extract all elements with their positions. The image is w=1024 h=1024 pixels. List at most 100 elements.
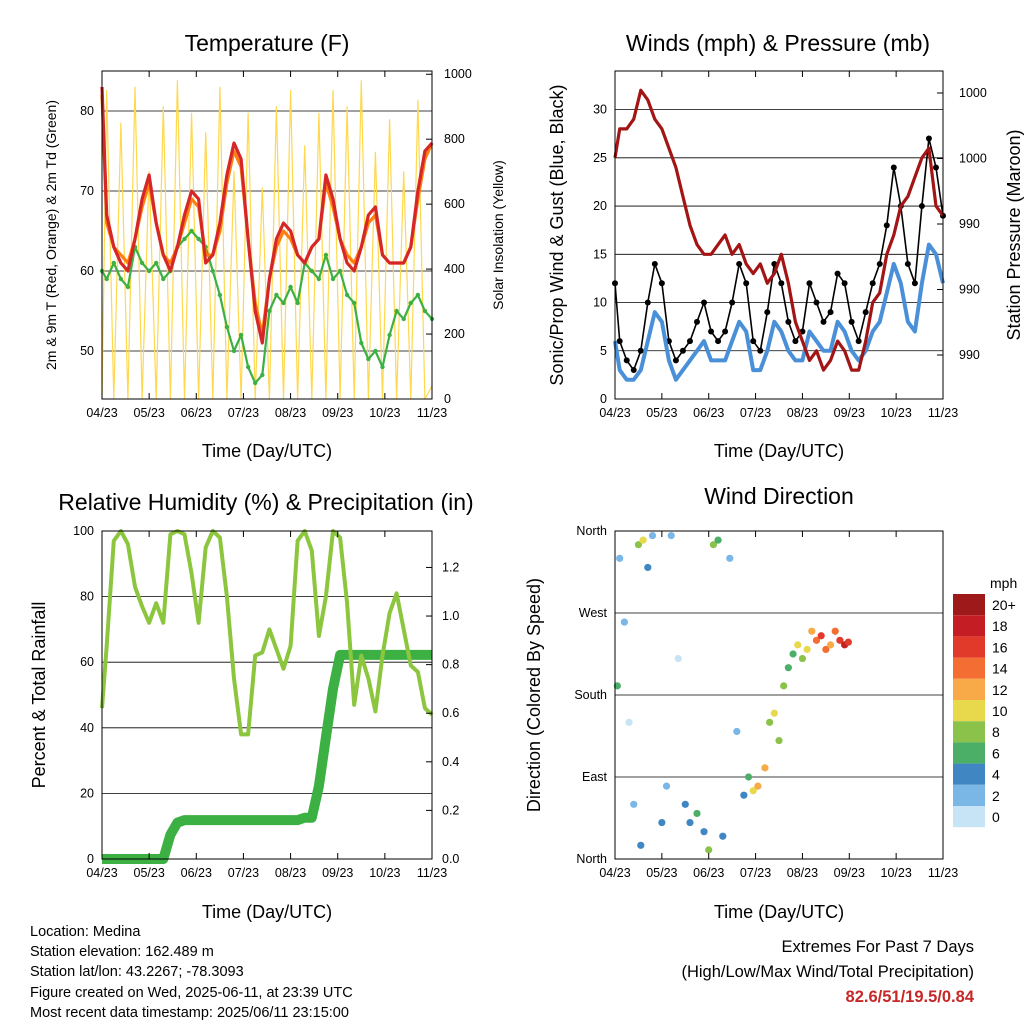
- temperature-xtick-label: 10/23: [369, 406, 400, 420]
- gust-point: [820, 318, 827, 325]
- humidity-rtick-label: 0.8: [442, 658, 459, 672]
- winds-plot-frame: [614, 70, 944, 400]
- gust-point: [679, 347, 686, 354]
- dewpoint-point: [182, 236, 187, 242]
- legend-swatch: [953, 615, 985, 637]
- legend-swatch: [953, 806, 985, 828]
- temperature-ylabel-left: 2m & 9m T (Red, Orange) & 2m Td (Green): [43, 100, 59, 370]
- extremes-subheading: (High/Low/Max Wind/Total Precipitation): [681, 963, 974, 981]
- legend-swatch: [953, 657, 985, 679]
- legend-label: 16: [992, 639, 1008, 655]
- legend-label: 8: [992, 724, 1000, 740]
- direction-point: [784, 664, 792, 672]
- dewpoint-point: [274, 292, 279, 298]
- direction-point: [798, 654, 807, 663]
- direction-ytick-label: South: [574, 688, 607, 702]
- winds-xtick-label: 06/23: [693, 406, 724, 420]
- station-location: Location: Medina: [30, 924, 141, 940]
- direction-panel: Wind Direction NorthEastSouthWestNorth04…: [524, 483, 1017, 922]
- dewpoint-point: [323, 252, 329, 258]
- humidity-xlabel: Time (Day/UTC): [202, 902, 332, 922]
- winds-xtick-label: 07/23: [740, 406, 771, 420]
- direction-point: [831, 627, 839, 635]
- direction-point: [714, 536, 722, 544]
- direction-point: [639, 536, 647, 544]
- winds-ytick-label: 25: [593, 151, 607, 165]
- humidity-ytick-label: 0: [87, 852, 94, 866]
- temperature-ytick-label: 50: [80, 344, 94, 358]
- legend-swatch: [953, 678, 985, 700]
- temperature-plot-frame: [101, 70, 433, 400]
- winds-panel: Winds (mph) & Pressure (mb) 0 5 10 15 20 25 30…: [547, 30, 1024, 461]
- precipitation-line: [101, 649, 432, 864]
- direction-point: [705, 846, 713, 854]
- direction-point: [620, 618, 628, 626]
- direction-point: [625, 718, 633, 726]
- temperature-rtick-label: 1000: [444, 67, 472, 81]
- gust-point: [736, 260, 743, 267]
- direction-point: [761, 764, 769, 772]
- relative-humidity-line: [100, 529, 434, 737]
- direction-point: [681, 800, 689, 808]
- direction-point: [616, 554, 624, 562]
- legend-swatch: [953, 700, 985, 722]
- humidity-xtick-label: 10/23: [369, 866, 400, 880]
- temperature-xtick-label: 05/23: [134, 406, 165, 420]
- winds-ytick-label: 0: [600, 392, 607, 406]
- direction-xlabel: Time (Day/UTC): [714, 902, 844, 922]
- wind-speed-series: [613, 242, 945, 382]
- dewpoint-point: [295, 300, 300, 306]
- direction-ytick-label: East: [582, 770, 608, 784]
- gust-point: [834, 270, 841, 277]
- dewpoint-point: [366, 356, 371, 362]
- winds-ytick-label: 15: [593, 247, 607, 261]
- direction-point: [789, 650, 797, 658]
- direction-point: [744, 773, 753, 781]
- gust-point: [785, 318, 792, 325]
- direction-point: [836, 636, 844, 644]
- winds-ylabel-left: Sonic/Prop Wind & Gust (Blue, Black): [547, 84, 567, 385]
- gust-point: [637, 347, 644, 354]
- gust-point: [855, 338, 862, 345]
- dewpoint-point: [352, 300, 357, 306]
- direction-point: [812, 636, 821, 644]
- dewpoint-point: [316, 276, 322, 282]
- dewpoint-point: [154, 260, 159, 266]
- legend-label: 2: [992, 788, 1000, 804]
- winds-title: Winds (mph) & Pressure (mb): [626, 30, 930, 56]
- humidity-rtick-label: 0.4: [442, 755, 459, 769]
- direction-point: [794, 641, 802, 649]
- humidity-xtick-label: 04/23: [86, 866, 117, 880]
- dewpoint-point: [267, 308, 272, 314]
- direction-point: [780, 682, 788, 690]
- direction-point: [733, 727, 741, 736]
- dewpoint-point: [373, 348, 378, 354]
- winds-ytick-label: 20: [593, 199, 607, 213]
- temperature-xtick-label: 08/23: [275, 406, 306, 420]
- winds-xtick-label: 04/23: [599, 406, 630, 420]
- recent-timestamp: Most recent data timestamp: 2025/06/11 2…: [30, 1004, 349, 1021]
- gust-point: [764, 309, 771, 316]
- gust-point: [869, 280, 876, 287]
- temperature-ytick-label: 70: [80, 184, 94, 198]
- humidity-ylabel-left: Percent & Total Rainfall: [29, 602, 49, 789]
- temperature-title: Temperature (F): [185, 30, 350, 56]
- direction-point: [662, 782, 671, 790]
- gust-point: [890, 164, 897, 171]
- gust-point: [672, 357, 679, 364]
- direction-point: [749, 787, 757, 795]
- gust-point: [729, 299, 736, 306]
- winds-ytick-label: 5: [600, 344, 607, 358]
- dewpoint-point: [196, 236, 201, 242]
- humidity-panel: Relative Humidity (%) & Precipitation (i…: [29, 489, 474, 922]
- precipitation-series: [101, 649, 432, 864]
- station-info: Location: Medina Station elevation: 162.…: [30, 922, 353, 1023]
- direction-point: [754, 782, 762, 790]
- winds-xtick-label: 10/23: [881, 406, 912, 420]
- direction-point: [766, 718, 774, 726]
- direction-point: [726, 554, 734, 562]
- dewpoint-point: [139, 260, 145, 266]
- dewpoint-point: [146, 268, 152, 274]
- gust-point: [932, 164, 939, 171]
- humidity-rtick-label: 1.2: [442, 560, 459, 574]
